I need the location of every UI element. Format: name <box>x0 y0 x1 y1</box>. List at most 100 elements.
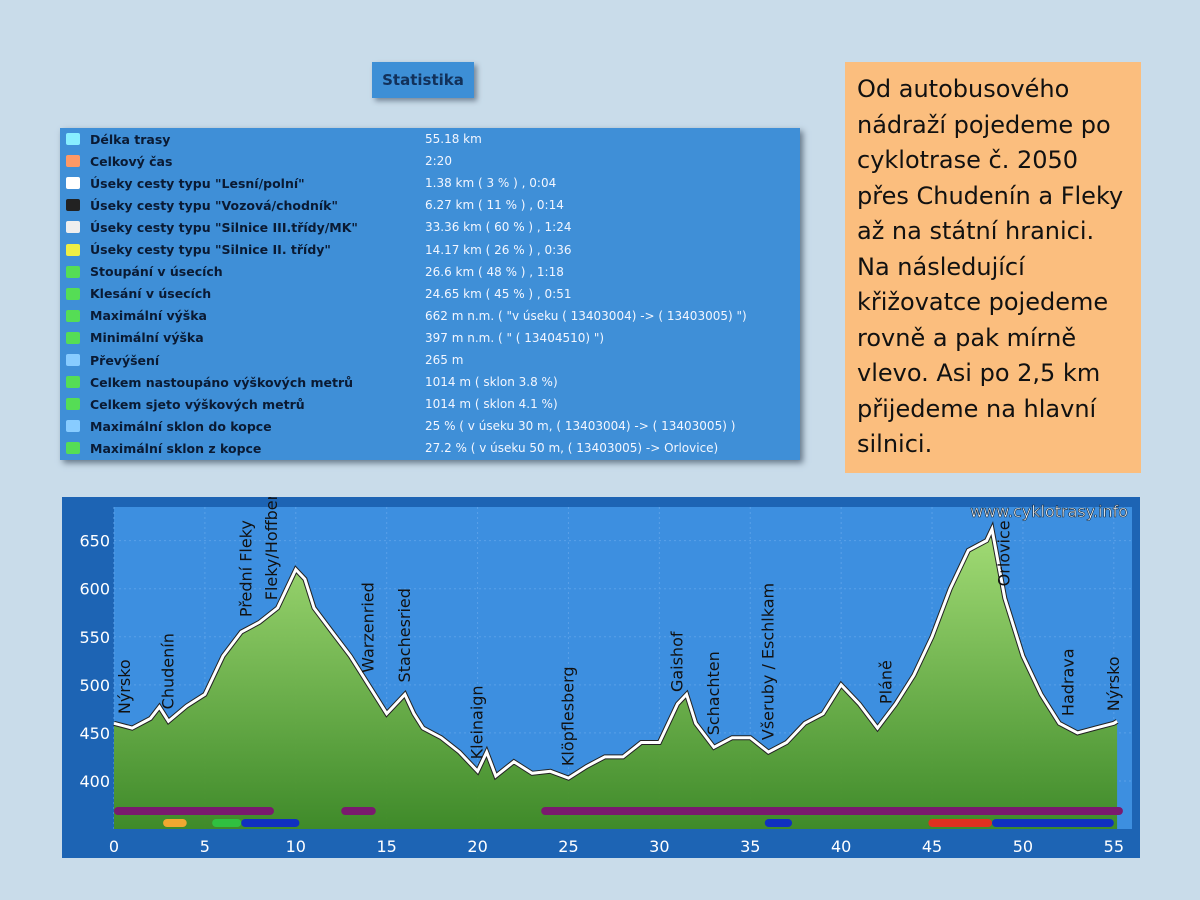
stats-value: 25 % ( v úseku 30 m, ( 13403004) -> ( 13… <box>425 419 736 434</box>
watermark: www.cyklotrasy.info <box>970 502 1128 521</box>
stats-value: 26.6 km ( 48 % ) , 1:18 <box>425 264 564 279</box>
stats-icon <box>66 199 80 212</box>
y-tick-label: 550 <box>79 628 110 647</box>
stats-label: Úseky cesty typu "Silnice III.třídy/MK" <box>90 219 358 235</box>
place-label: Nýrsko <box>115 659 134 714</box>
note: Od autobusového nádraží pojedeme po cykl… <box>845 62 1141 473</box>
stats-row: Klesání v úsecích 24.65 km ( 45 % ) , 0:5… <box>60 283 572 305</box>
stats-label: Délka trasy <box>90 131 171 147</box>
place-label: Schachten <box>704 651 723 735</box>
surface-band <box>764 819 793 827</box>
surface-band <box>992 819 1114 827</box>
stats-row: Úseky cesty typu "Silnice II. třídy" 14.1… <box>60 239 572 261</box>
x-tick-label: 15 <box>376 837 396 856</box>
stats-label: Celkem nastoupáno výškových metrů <box>90 374 354 390</box>
stats-label: Celkový čas <box>90 153 173 169</box>
x-tick-label: 35 <box>740 837 760 856</box>
elevation-line <box>113 524 1118 780</box>
stats-icon <box>66 133 80 145</box>
stats-row: Délka trasy 55.18 km <box>60 128 482 150</box>
stats-icon <box>66 442 80 455</box>
stats-value: 27.2 % ( v úseku 50 m, ( 13403005) -> Or… <box>425 441 719 456</box>
x-tick-label: 50 <box>1013 837 1033 856</box>
elevation-chart: 400 450 500 550 600 650 0 5 10 15 20 25 30 35 40 45 50 55… <box>62 497 1140 858</box>
stats-value: 662 m n.m. ( "v úseku ( 13403004) -> ( 1… <box>425 308 747 323</box>
stats-icon <box>66 398 80 411</box>
stats-icon <box>66 265 80 278</box>
stats-label: Klesání v úsecích <box>90 286 212 302</box>
y-tick-label: 450 <box>79 724 110 743</box>
x-tick-label: 20 <box>467 837 487 856</box>
x-tick-label: 55 <box>1104 837 1124 856</box>
x-tick-label: 25 <box>558 837 578 856</box>
y-tick-label: 500 <box>79 676 110 695</box>
stats-label: Maximální sklon z kopce <box>90 440 262 456</box>
stats-label: Stoupání v úsecích <box>90 264 223 280</box>
stats-icon <box>66 309 80 322</box>
surface-band <box>928 819 993 827</box>
surface-band <box>114 807 274 815</box>
stats-row: Celkem sjeto výškových metrů 1014 m ( skl… <box>60 393 558 415</box>
stats-value: 265 m <box>425 353 464 367</box>
stats-icon <box>66 287 80 300</box>
x-tick-label: 45 <box>922 837 942 856</box>
stats-value: 6.27 km ( 11 % ) , 0:14 <box>425 198 564 213</box>
stats-label: Úseky cesty typu "Lesní/polní" <box>90 175 305 191</box>
place-label: Orlovice <box>995 520 1014 586</box>
stats-value: 14.17 km ( 26 % ) , 0:36 <box>425 242 572 257</box>
place-label: Přední Fleky <box>237 520 256 617</box>
place-label: Nýrsko <box>1104 656 1123 711</box>
place-label: Klöpflesberg <box>558 666 577 766</box>
stats-label: Maximální výška <box>90 308 207 324</box>
stats-icon <box>66 331 80 344</box>
place-label: Stachesried <box>395 588 414 682</box>
y-tick-label: 600 <box>79 580 110 599</box>
stats-icon <box>66 420 80 433</box>
surface-band <box>163 819 187 827</box>
y-tick-label: 650 <box>79 532 110 551</box>
stats-row: Převýšení 265 m <box>60 349 463 371</box>
stats-icon <box>66 155 80 168</box>
stats-row: Stoupání v úsecích 26.6 km ( 48 % ) , 1:1… <box>60 261 564 283</box>
place-label: Chudenín <box>159 633 178 709</box>
place-label: Kleinaign <box>468 685 487 759</box>
stats-value: 2:20 <box>425 154 452 169</box>
stats-label: Maximální sklon do kopce <box>90 418 272 434</box>
x-tick-label: 0 <box>109 837 119 856</box>
stats-row: Maximální výška 662 m n.m. ( "v úseku ( 1… <box>60 305 747 327</box>
stats-label: Úseky cesty typu "Silnice II. třídy" <box>90 242 331 257</box>
stats-label: Minimální výška <box>90 330 204 346</box>
stats-value: 24.65 km ( 45 % ) , 0:51 <box>425 286 572 301</box>
surface-band <box>341 807 376 815</box>
stats-table: Délka trasy 55.18 km Celkový čas 2:20 Úseky … <box>60 128 800 460</box>
elevation-area <box>114 529 1118 829</box>
x-tick-label: 5 <box>200 837 210 856</box>
stats-row: Celkem nastoupáno výškových metrů 1014 m … <box>60 371 558 393</box>
stats-row: Maximální sklon z kopce 27.2 % ( v úseku … <box>60 437 718 459</box>
stats-row: Celkový čas 2:20 <box>60 150 452 172</box>
stats-icon <box>66 177 80 190</box>
y-tick-label: 400 <box>79 772 110 791</box>
place-label: Hadrava <box>1058 648 1077 716</box>
place-label: Pláně <box>877 660 896 704</box>
place-label: Všeruby / Eschlkam <box>758 583 777 740</box>
stats-row: Úseky cesty typu "Silnice III.třídy/MK" 3… <box>60 216 572 238</box>
stats-value: 33.36 km ( 60 % ) , 1:24 <box>425 220 572 235</box>
stats-row: Minimální výška 397 m n.m. ( " ( 13404510… <box>60 327 604 349</box>
stats-icon <box>66 376 80 389</box>
stats-value: 1.38 km ( 3 % ) , 0:04 <box>425 176 557 191</box>
stats-icon <box>66 221 80 234</box>
stats-value: 1014 m ( sklon 3.8 %) <box>425 375 558 390</box>
stats-icon <box>66 243 80 256</box>
surface-band <box>212 819 242 827</box>
x-tick-label: 30 <box>649 837 669 856</box>
place-label: Warzenried <box>359 582 378 673</box>
place-label: Fleky/Hoffberg <box>262 497 281 600</box>
stats-value: 55.18 km <box>425 132 482 146</box>
stats-row: Maximální sklon do kopce 25 % ( v úseku 3… <box>60 415 735 437</box>
stats-row: Úseky cesty typu "Vozová/chodník" 6.27 km… <box>60 194 564 216</box>
stats-title: Statistika <box>372 62 474 98</box>
stats-label: Úseky cesty typu "Vozová/chodník" <box>90 197 338 213</box>
place-label: Gaishof <box>668 631 687 692</box>
